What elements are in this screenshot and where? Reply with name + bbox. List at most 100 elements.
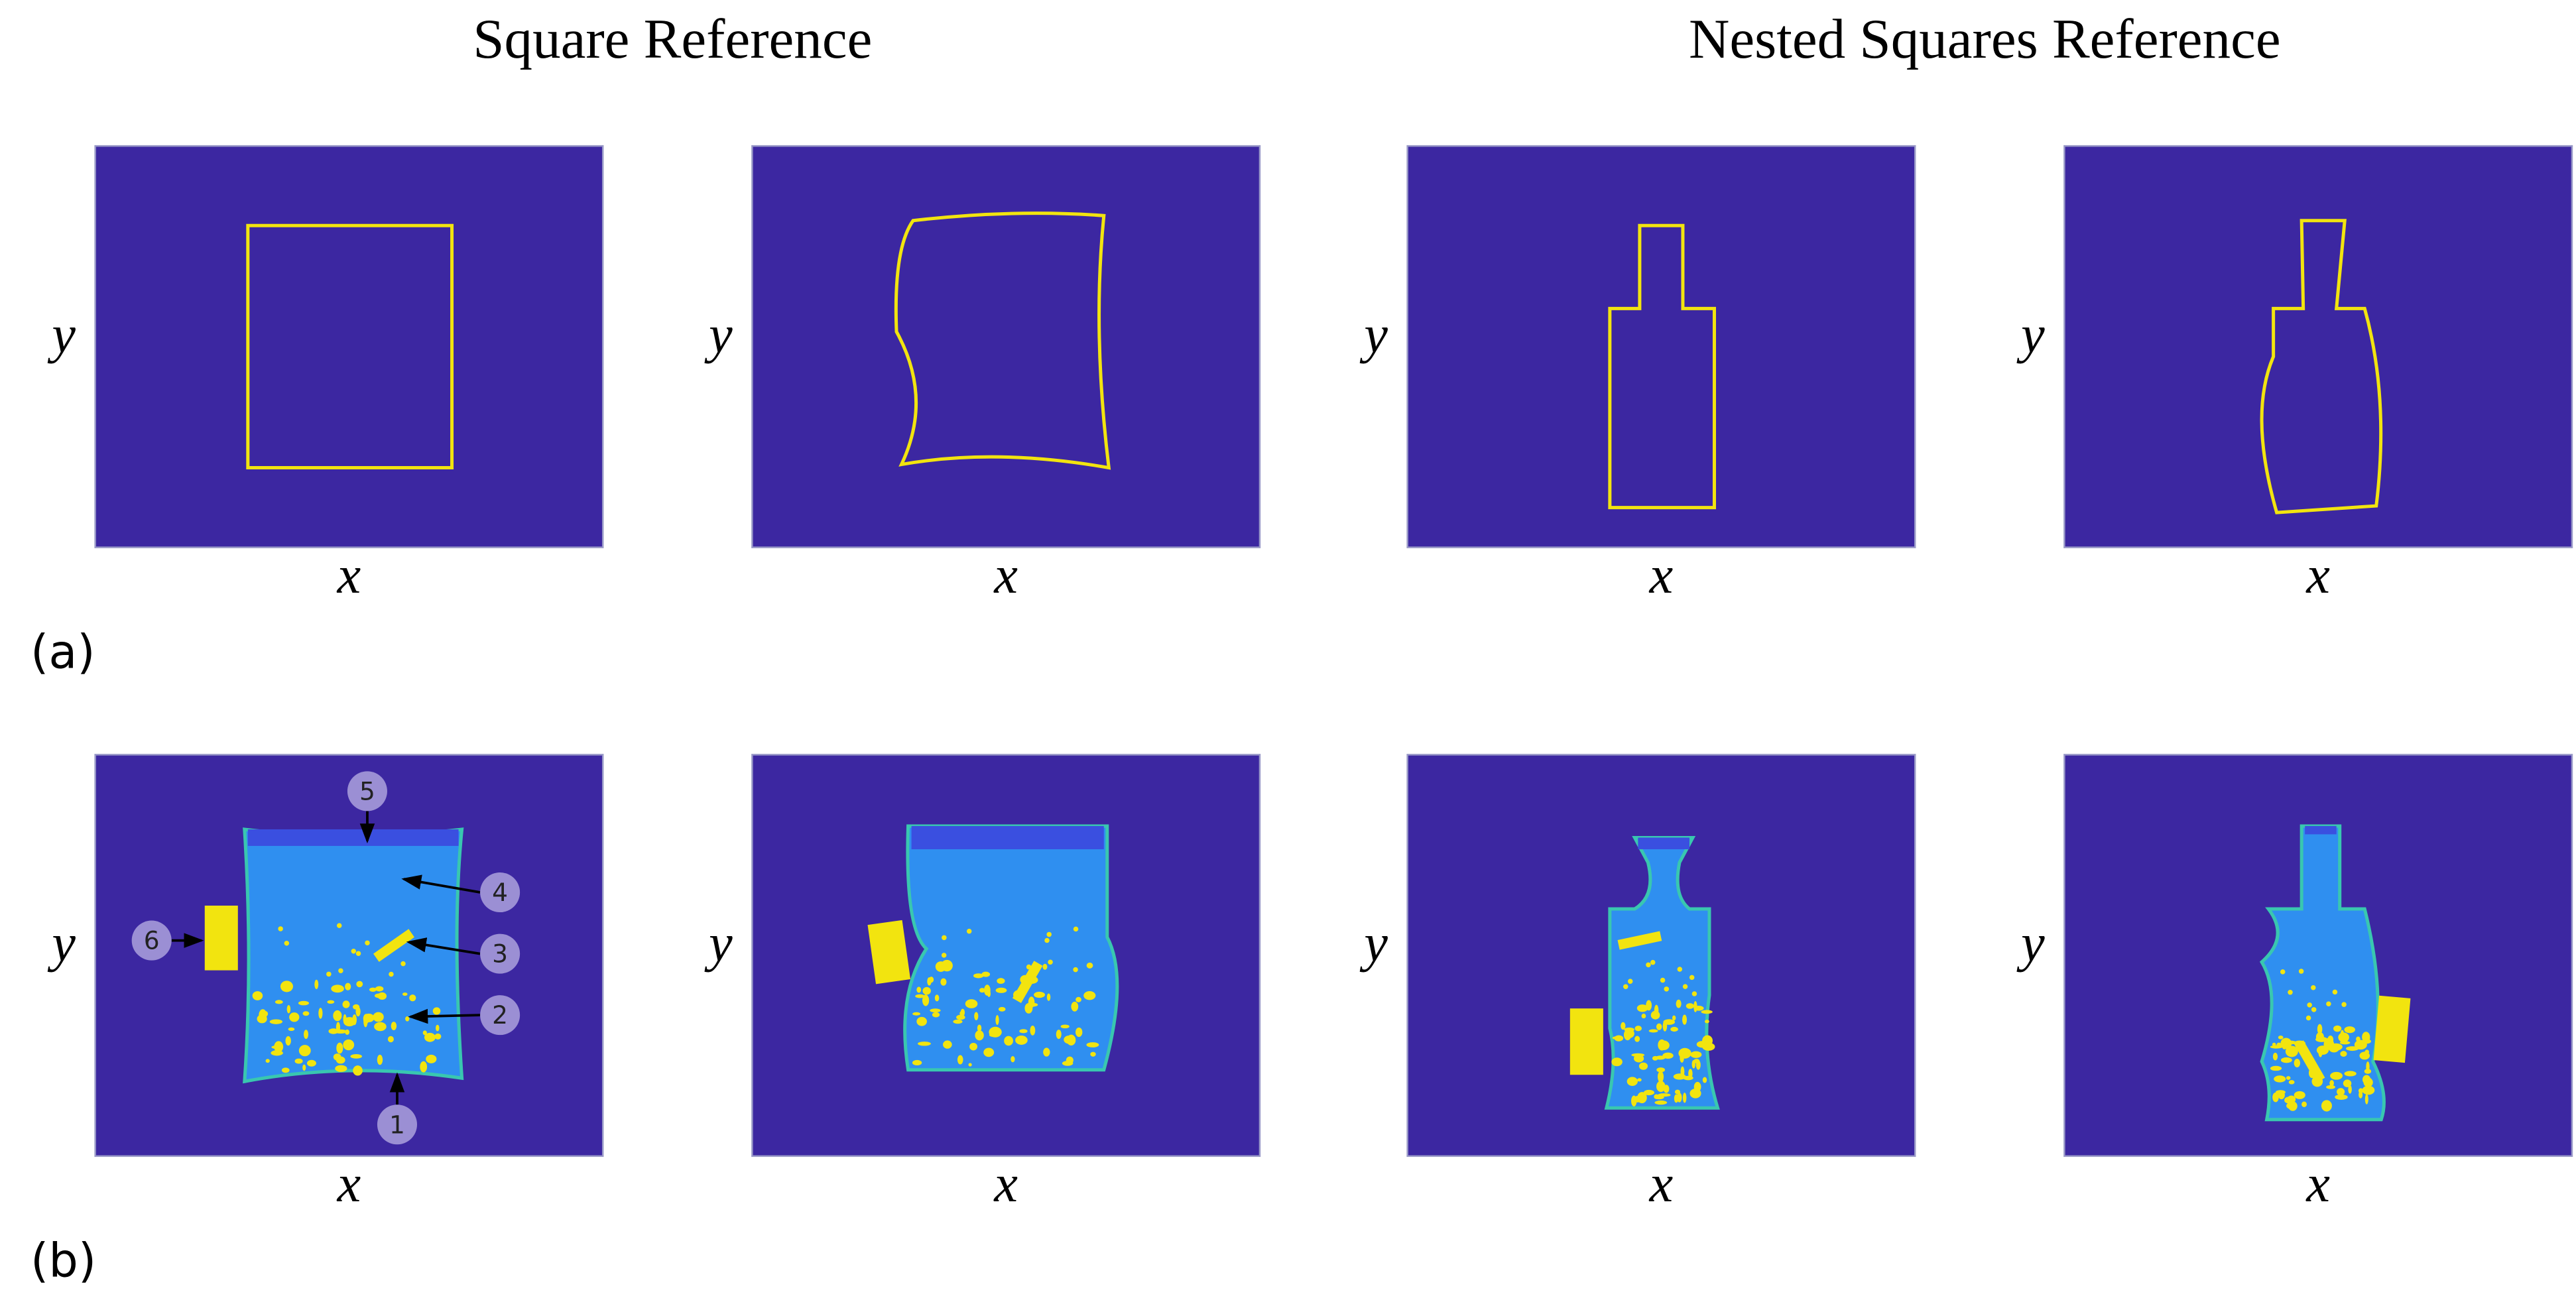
particle	[1637, 1078, 1642, 1082]
header: Nested Squares Reference	[1689, 8, 2281, 70]
particle	[2307, 1002, 2312, 1008]
particle	[1004, 1036, 1013, 1046]
particle	[918, 1042, 931, 1046]
particle	[424, 1032, 436, 1042]
particle	[1702, 1077, 1707, 1083]
particle	[2270, 1045, 2283, 1049]
particle	[943, 1040, 952, 1049]
particle	[935, 961, 946, 972]
particle	[2343, 1079, 2352, 1087]
particle	[2311, 1075, 2323, 1087]
particle	[336, 923, 342, 928]
particle	[1030, 1025, 1036, 1036]
annotation-label: 1	[389, 1110, 405, 1139]
particle	[2311, 1007, 2317, 1012]
particle	[1044, 937, 1050, 943]
particle	[2344, 1071, 2357, 1077]
particle	[302, 1064, 306, 1071]
particle	[1623, 984, 1628, 990]
x-axis-label: x	[993, 1155, 1018, 1213]
surface-band	[1638, 837, 1689, 849]
side-block	[2373, 995, 2411, 1063]
particle	[314, 979, 319, 989]
particle	[432, 1007, 441, 1015]
particle	[1043, 1047, 1050, 1057]
particle	[1634, 1036, 1640, 1042]
particle	[1034, 963, 1038, 969]
particle	[934, 994, 940, 1002]
particle	[343, 1017, 356, 1027]
particle	[2280, 969, 2286, 975]
particle	[2330, 1071, 2343, 1080]
particle	[2308, 1067, 2316, 1079]
particle	[922, 994, 930, 1006]
x-axis-label: x	[337, 1155, 361, 1213]
particle	[374, 1022, 387, 1032]
particle	[1612, 1036, 1623, 1040]
particle	[1013, 990, 1025, 1000]
particle	[275, 1000, 283, 1004]
side-block	[1569, 1008, 1603, 1075]
particle	[1631, 1053, 1645, 1057]
particle	[2274, 1075, 2286, 1083]
particle	[1686, 1003, 1694, 1009]
particle	[353, 1065, 363, 1076]
y-axis-label: y	[704, 306, 733, 364]
outline	[894, 211, 1111, 470]
particle	[2346, 1046, 2359, 1051]
particle	[2301, 1101, 2307, 1107]
particle	[1636, 1004, 1648, 1012]
particle	[2340, 1030, 2345, 1041]
particle	[288, 1027, 295, 1032]
particle	[1060, 1024, 1070, 1029]
particle	[979, 988, 985, 993]
particle	[391, 1022, 397, 1031]
row-label: (a)	[31, 625, 95, 679]
particle	[975, 1030, 984, 1041]
outline	[1608, 223, 1716, 510]
particle	[2294, 1040, 2306, 1046]
particle	[2326, 1001, 2331, 1006]
particle	[1672, 1015, 1676, 1021]
particle	[2356, 1036, 2361, 1042]
particle	[1042, 963, 1048, 970]
particle	[2270, 1065, 2282, 1071]
outline	[2260, 219, 2383, 514]
annotation-badge	[480, 872, 521, 913]
particle	[1611, 1057, 1623, 1067]
annotation-badge	[131, 920, 172, 961]
particle	[2358, 1088, 2364, 1094]
x-axis-label: x	[2305, 546, 2330, 605]
particle	[2364, 1094, 2368, 1104]
particle	[265, 1059, 270, 1063]
particle	[2337, 1088, 2345, 1096]
particle	[400, 961, 406, 967]
particle	[1660, 977, 1666, 983]
particle	[1662, 1020, 1668, 1032]
x-axis-label: x	[2305, 1155, 2330, 1213]
particle	[1654, 1095, 1664, 1100]
panel	[751, 145, 1261, 548]
particle	[426, 1054, 437, 1063]
particle	[1066, 1056, 1073, 1064]
particle	[369, 987, 377, 992]
particle	[377, 1054, 383, 1065]
particle	[318, 1008, 323, 1019]
particle	[336, 1042, 343, 1054]
particle	[916, 1016, 927, 1026]
particle	[1634, 1026, 1642, 1032]
particle	[1026, 964, 1032, 970]
particle	[957, 1055, 963, 1065]
particle	[942, 935, 947, 941]
annotation-badge	[480, 995, 521, 1036]
particle	[1682, 984, 1688, 989]
particle	[1682, 1093, 1687, 1103]
particle	[1693, 1001, 1697, 1012]
particle	[1652, 1055, 1658, 1061]
particle	[922, 986, 931, 995]
particle	[2341, 1002, 2347, 1007]
particle	[2294, 1059, 2301, 1068]
particle	[420, 1061, 428, 1073]
particle	[274, 1041, 284, 1053]
